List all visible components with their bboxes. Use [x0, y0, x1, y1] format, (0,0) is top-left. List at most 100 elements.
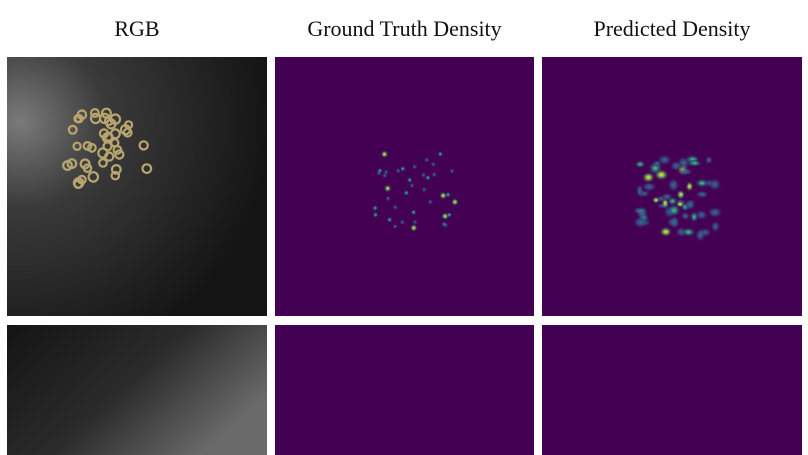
- ring: [87, 171, 100, 183]
- predicted-blob: [660, 192, 674, 202]
- ring: [89, 112, 102, 125]
- ring: [86, 142, 97, 153]
- density-point: [430, 161, 437, 168]
- ring: [114, 149, 125, 160]
- predicted-density-blobs: [632, 153, 723, 243]
- predicted-blob: [652, 159, 663, 168]
- predicted-density-map: [542, 325, 802, 455]
- density-point: [411, 163, 418, 170]
- predicted-blob: [651, 196, 661, 204]
- density-point: [450, 198, 459, 206]
- ring: [97, 147, 109, 159]
- predicted-blob: [707, 177, 722, 192]
- density-point: [411, 219, 418, 226]
- predicted-blob: [681, 227, 696, 238]
- density-point: [446, 211, 453, 218]
- ring: [110, 163, 122, 175]
- density-point: [383, 184, 392, 193]
- density-point: [392, 204, 399, 211]
- density-point: [380, 150, 389, 159]
- predicted-blob: [704, 155, 713, 165]
- density-point: [449, 168, 456, 175]
- density-point: [420, 172, 427, 179]
- ring-cluster: [62, 107, 153, 190]
- predicted-blob: [685, 180, 694, 192]
- predicted-blob: [653, 168, 670, 181]
- density-point: [403, 189, 410, 196]
- density-point: [372, 211, 379, 218]
- density-point: [427, 199, 434, 205]
- rgb-scene-image: [7, 325, 267, 455]
- rgb-scene-image: [7, 57, 267, 316]
- ring: [76, 174, 87, 185]
- density-point: [392, 223, 399, 230]
- predicted-density-map: [542, 57, 802, 316]
- ring: [79, 158, 91, 170]
- predicted-blob: [694, 178, 710, 188]
- predicted-blob: [695, 228, 706, 243]
- ring: [141, 163, 153, 174]
- ring: [62, 160, 73, 171]
- predicted-blob: [678, 167, 694, 176]
- predicted-blob: [676, 189, 686, 200]
- predicted-blob: [694, 190, 710, 199]
- ring: [67, 124, 78, 135]
- ring: [101, 132, 114, 144]
- predicted-blob: [641, 171, 656, 184]
- density-point: [439, 191, 448, 200]
- predicted-blob: [687, 159, 703, 167]
- predicted-blob: [707, 206, 723, 219]
- ring: [100, 107, 112, 119]
- ring: [109, 113, 122, 125]
- predicted-blob: [666, 216, 681, 229]
- density-point: [424, 174, 431, 181]
- density-point: [395, 167, 402, 174]
- ground-truth-density-map: [275, 325, 534, 455]
- predicted-blob: [669, 160, 683, 172]
- density-point: [423, 156, 430, 163]
- predicted-blob: [684, 200, 696, 211]
- predicted-blob: [636, 206, 648, 221]
- density-point: [372, 205, 379, 211]
- row1-rgb-panel: [7, 57, 267, 316]
- density-point: [406, 177, 413, 183]
- ring: [72, 141, 82, 152]
- ring: [98, 157, 108, 168]
- density-point: [421, 186, 428, 193]
- density-point: [409, 223, 418, 232]
- predicted-blob: [680, 211, 691, 221]
- predicted-blob: [635, 183, 644, 198]
- density-point: [376, 167, 383, 174]
- density-point: [410, 209, 417, 216]
- row2-rgb-panel: [7, 325, 267, 455]
- predicted-blob: [710, 220, 721, 233]
- column-title-ground-truth: Ground Truth Density: [307, 16, 502, 41]
- density-point: [399, 165, 406, 172]
- density-point: [442, 222, 449, 229]
- predicted-blob: [667, 177, 680, 193]
- row2-predicted-panel: [542, 325, 802, 455]
- column-title-rgb: RGB: [114, 16, 160, 41]
- density-point: [383, 169, 390, 176]
- predicted-blob: [689, 210, 699, 223]
- density-point: [431, 171, 438, 178]
- predicted-blob: [659, 226, 673, 238]
- ring: [122, 127, 133, 138]
- density-point: [399, 219, 406, 226]
- row2-ground-truth-panel: [275, 325, 534, 455]
- ring: [110, 170, 121, 181]
- predicted-blob: [641, 181, 658, 192]
- predicted-blob: [667, 203, 682, 218]
- density-point: [409, 182, 415, 189]
- density-point: [437, 151, 444, 157]
- ring: [89, 107, 100, 118]
- column-title-predicted: Predicted Density: [593, 16, 751, 41]
- ring: [76, 109, 88, 120]
- density-points: [372, 150, 459, 232]
- ring: [138, 140, 149, 151]
- row1-predicted-panel: [542, 57, 802, 316]
- row1-ground-truth-panel: [275, 57, 534, 316]
- ground-truth-density-map: [275, 57, 534, 316]
- predicted-blob: [634, 160, 646, 169]
- ring: [110, 138, 120, 148]
